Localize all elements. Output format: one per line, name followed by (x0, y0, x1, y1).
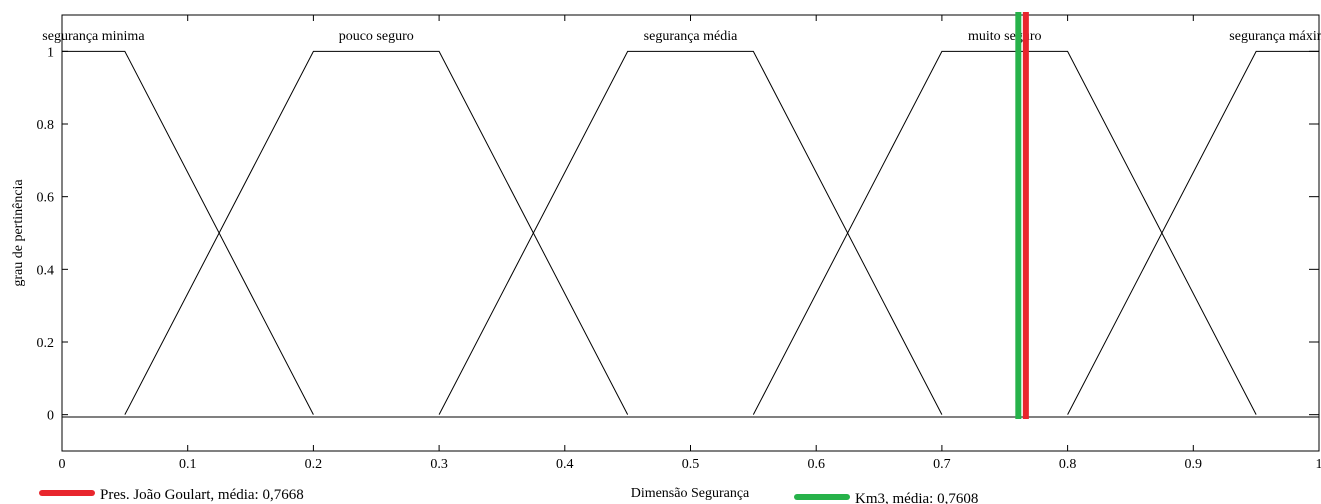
mf-label-3: muito seguro (968, 29, 1042, 44)
x-tick-label: 0.1 (179, 457, 197, 472)
y-axis-title: grau de pertinência (11, 179, 26, 287)
y-tick-label: 0.4 (37, 263, 55, 278)
legend-label-1: Km3, média: 0,7608 (855, 491, 978, 504)
y-axis-ticks: 0 0.2 0.4 0.6 0.8 1 (37, 45, 1319, 424)
x-axis-title: Dimensão Segurança (631, 486, 750, 501)
mf-label-2: segurança média (644, 29, 738, 44)
legend-label-0: Pres. João Goulart, média: 0,7668 (100, 487, 304, 503)
x-tick-label: 0.5 (682, 457, 700, 472)
x-tick-label: 0.8 (1059, 457, 1077, 472)
y-tick-label: 0.2 (37, 336, 55, 351)
x-tick-label: 0.3 (430, 457, 448, 472)
mf-line-4 (1067, 50, 1319, 415)
y-tick-label: 0 (47, 409, 54, 424)
x-tick-label: 0.7 (933, 457, 951, 472)
x-tick-label: 1 (1316, 457, 1321, 472)
x-tick-label: 0.6 (807, 457, 825, 472)
y-tick-label: 1 (47, 45, 54, 60)
mf-line-3 (752, 50, 1257, 415)
x-tick-label: 0.4 (556, 457, 574, 472)
membership-functions (62, 50, 1319, 415)
mf-label-4: segurança máxima (1229, 29, 1321, 44)
marker-lines (1015, 12, 1029, 419)
mf-label-0: segurança minima (42, 29, 145, 44)
x-tick-label: 0.9 (1185, 457, 1203, 472)
membership-function-labels: segurança minima pouco seguro segurança mé… (42, 29, 1321, 44)
y-tick-label: 0.6 (37, 191, 55, 206)
mf-line-1 (124, 50, 629, 415)
mf-label-1: pouco seguro (339, 29, 414, 44)
legend: Pres. João Goulart, média: 0,7668 Km3, mé… (39, 487, 978, 504)
mf-line-2 (438, 50, 943, 415)
mf-line-0 (62, 50, 314, 415)
x-axis-ticks: 0 0.1 0.2 0.3 0.4 0.5 0.6 0.7 0.8 0.9 1 (59, 15, 1321, 472)
x-tick-label: 0.2 (305, 457, 323, 472)
y-tick-label: 0.8 (37, 118, 55, 133)
x-tick-label: 0 (59, 457, 66, 472)
plot-area-border (61, 14, 1320, 452)
